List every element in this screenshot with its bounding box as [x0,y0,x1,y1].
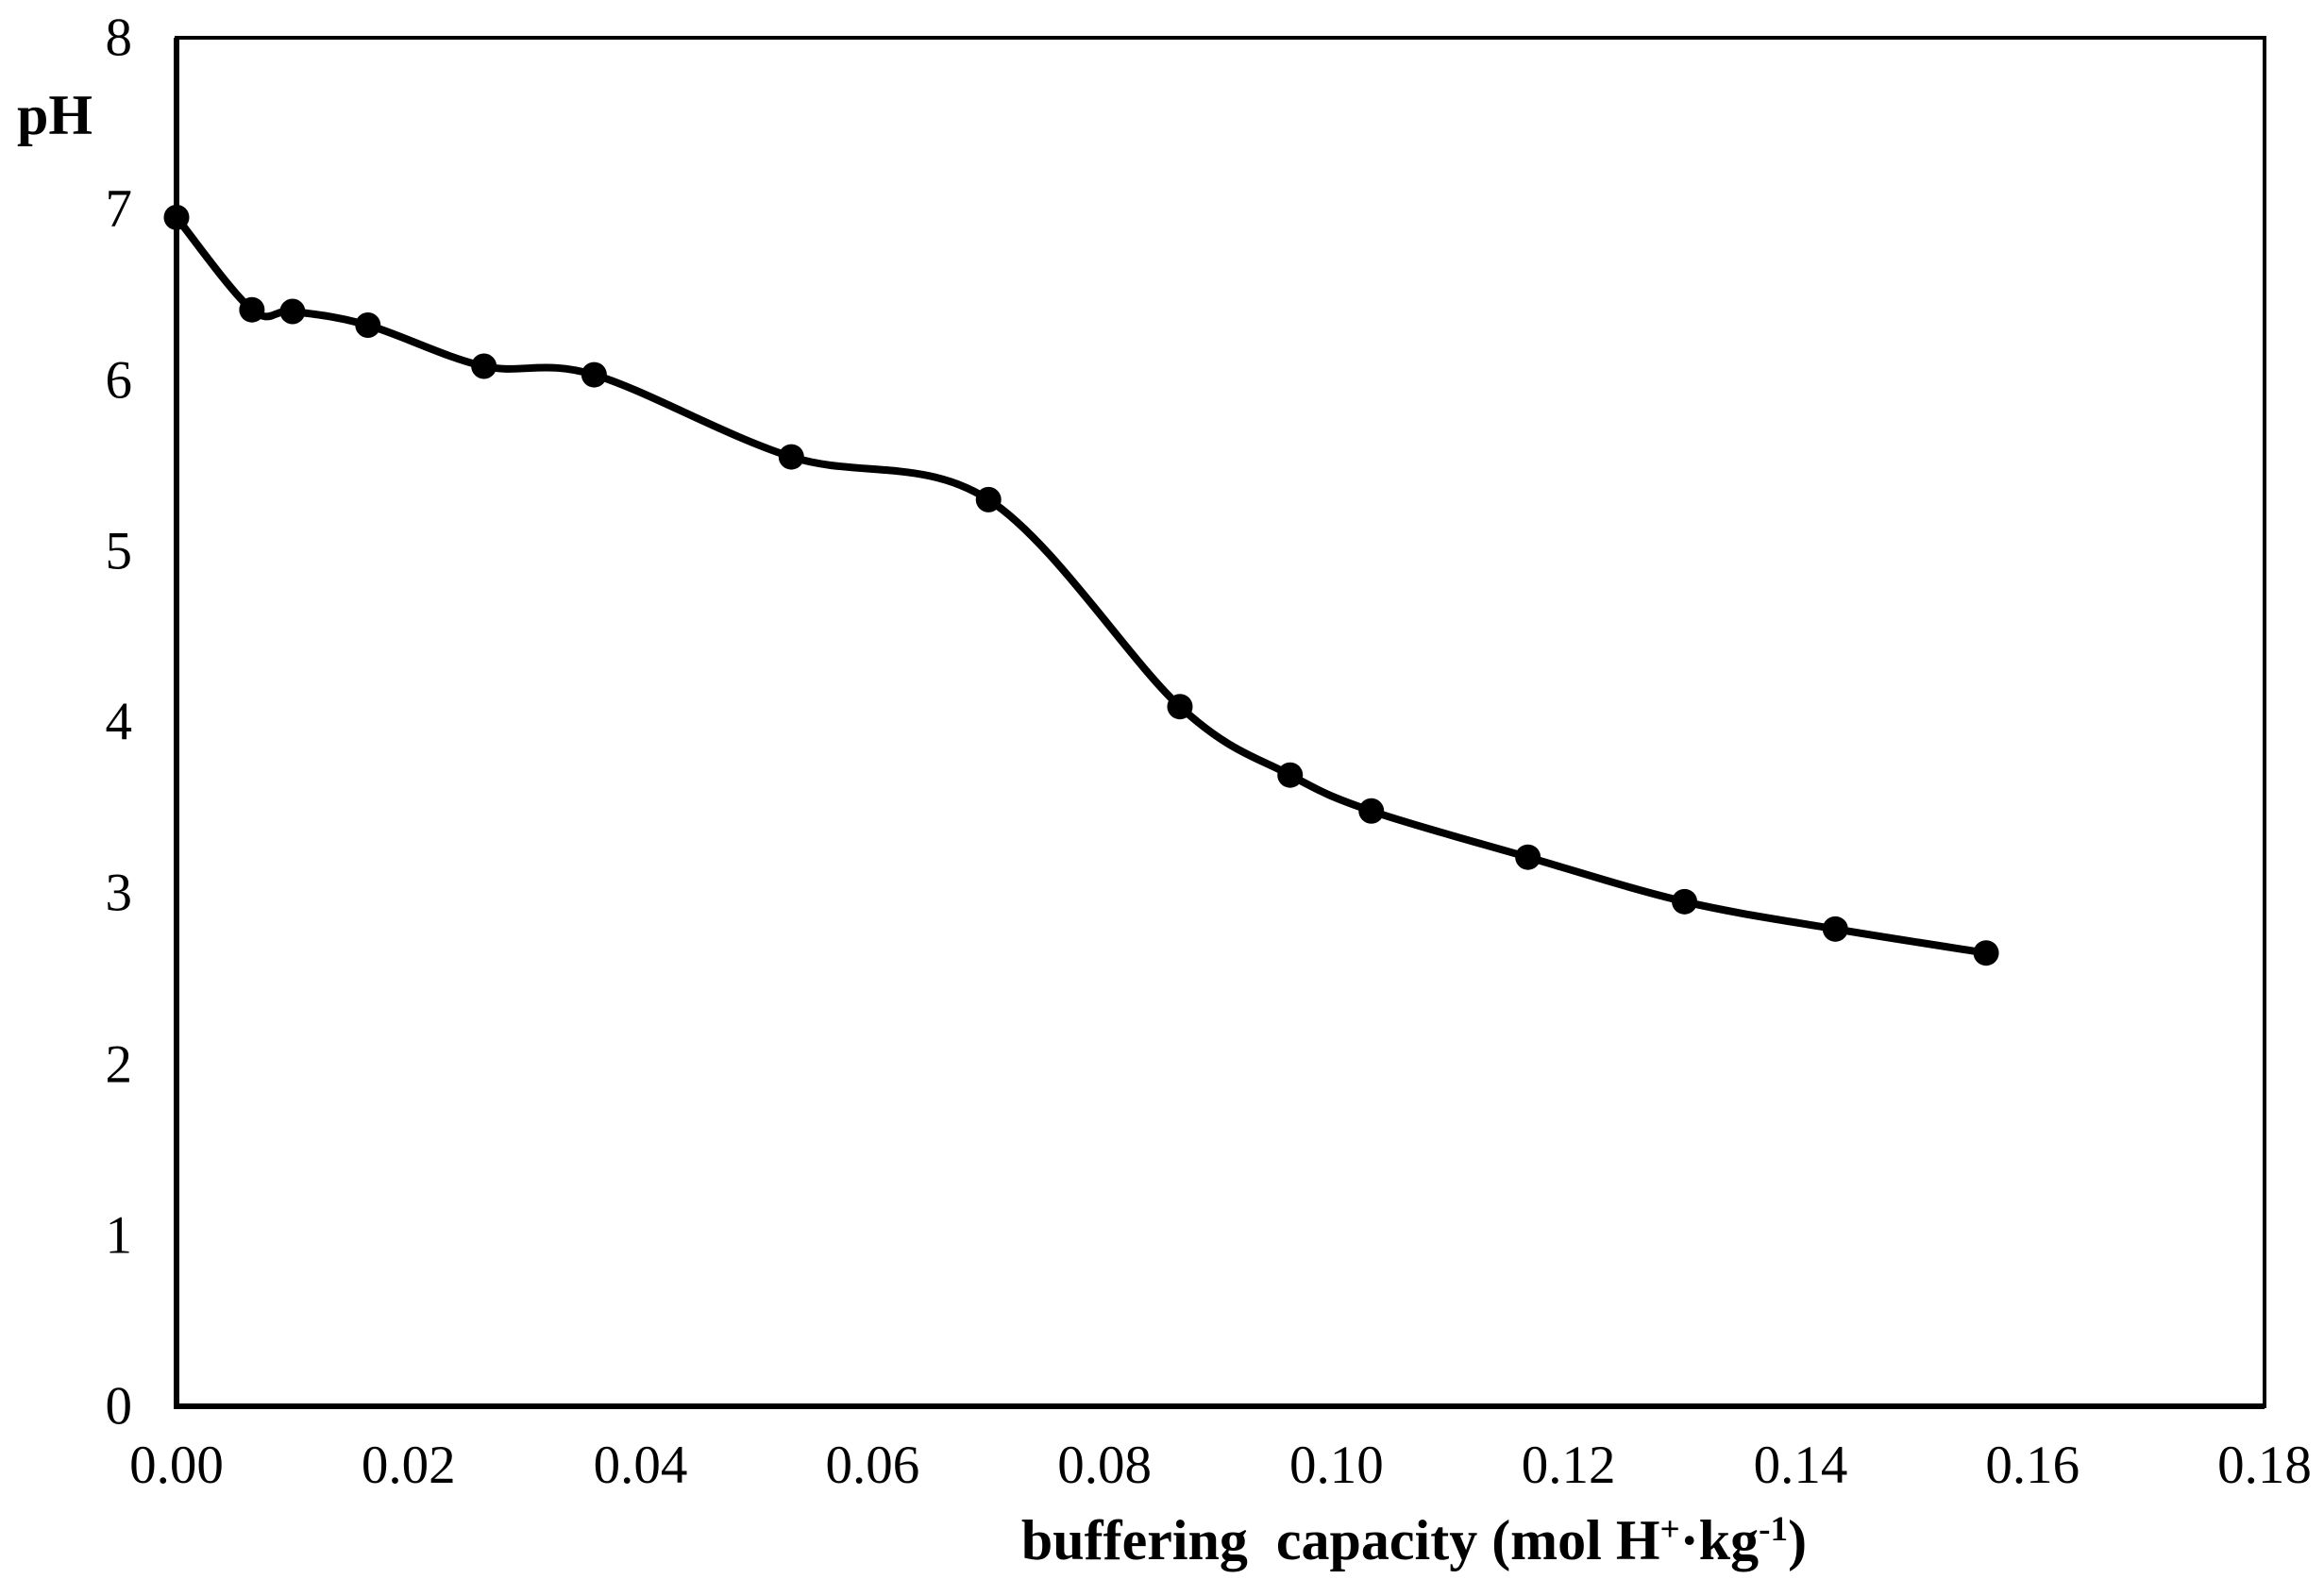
x-tick-label: 0.06 [825,1436,920,1495]
data-point-marker [1672,888,1698,915]
y-tick-label: 7 [105,178,133,239]
y-tick-label: 5 [105,521,133,581]
x-tick-label: 0.02 [361,1436,456,1495]
data-point-marker [1515,844,1541,870]
data-point-marker [975,486,1002,512]
data-point-marker [355,312,381,338]
data-point-marker [1277,762,1304,788]
x-axis-title-close-paren: ) [1788,1509,1808,1571]
x-tick-label: 0.10 [1289,1436,1384,1495]
data-point-marker [1822,916,1848,942]
data-point-markers [163,204,1999,966]
x-tick-label: 0.14 [1753,1436,1848,1495]
superscript-minus-one: -1 [1759,1509,1789,1549]
plot-border [175,36,2266,1408]
y-axis-title: pH [17,84,93,146]
y-tick-label: 3 [105,863,133,923]
x-axis-title: buffering capacity (mol H+·kg-1) [1020,1509,1808,1571]
x-axis-title-text: buffering capacity (mol H [1020,1509,1660,1571]
x-tick-label: 0.08 [1057,1436,1152,1495]
x-tick-label: 0.00 [129,1436,224,1495]
y-tick-label: 6 [105,350,133,410]
data-point-marker [1973,940,1999,966]
y-tick-label: 0 [105,1376,133,1436]
x-tick-label: 0.04 [593,1436,688,1495]
y-tick-label: 8 [105,8,133,68]
axis-lines [174,38,2265,1409]
data-point-marker [471,353,497,379]
data-point-marker [1167,694,1193,720]
ph-curve-line [173,213,1991,957]
y-tick-label: 1 [105,1205,133,1266]
data-point-marker [1358,798,1385,824]
x-tick-label: 0.18 [2217,1436,2312,1495]
y-tick-label: 2 [105,1034,133,1094]
superscript-plus: + [1659,1509,1680,1549]
data-point-marker [239,296,265,323]
x-tick-label: 0.16 [1985,1436,2080,1495]
data-point-marker [279,298,306,325]
y-tick-label: 4 [105,692,133,752]
x-axis-title-unit: ·kg [1679,1509,1760,1571]
data-point-marker [778,444,804,470]
x-tick-label: 0.12 [1521,1436,1616,1495]
data-point-marker [163,204,190,230]
data-point-marker [581,361,607,388]
